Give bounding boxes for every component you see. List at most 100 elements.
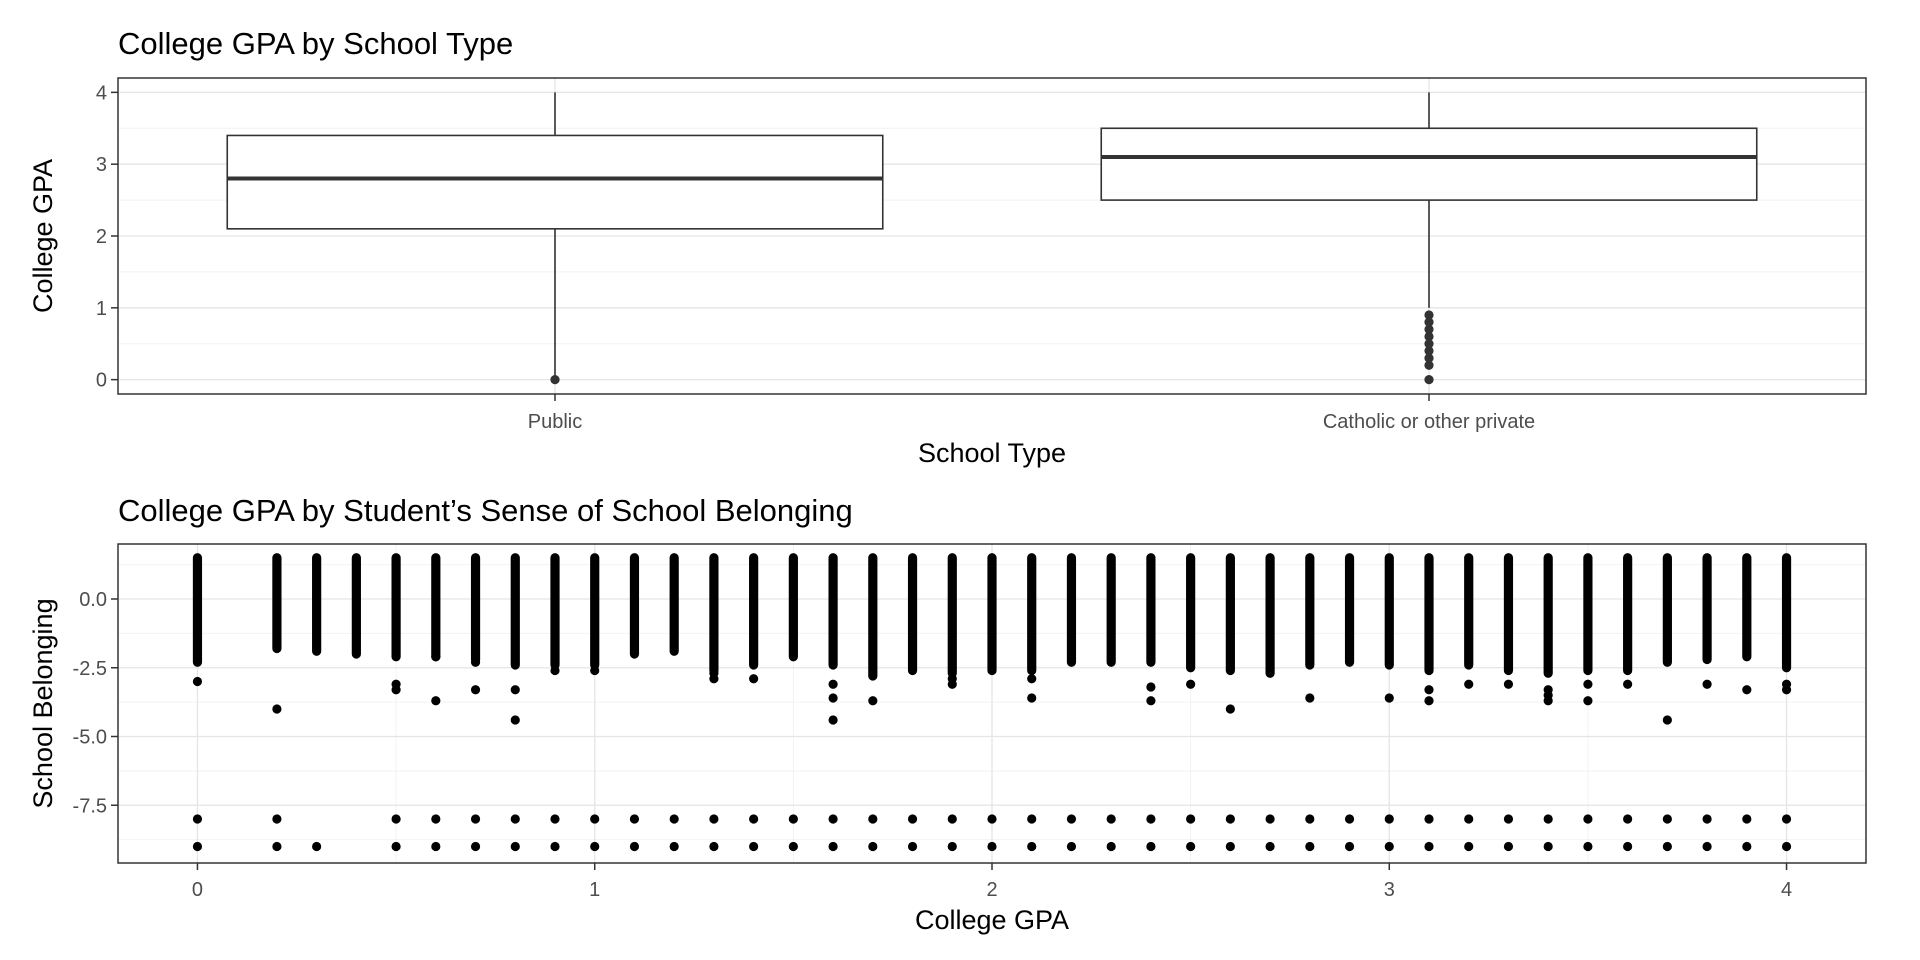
scatter-point — [868, 696, 878, 706]
scatter-point — [431, 814, 441, 824]
scatter-point — [470, 841, 481, 852]
scatter-point — [828, 814, 838, 824]
scatter-point — [470, 657, 481, 667]
boxplot-y-tick-label: 0 — [96, 370, 107, 392]
scatter-y-axis-title: School Belonging — [28, 598, 58, 808]
scatter-point — [1702, 679, 1712, 689]
boxplot-y-tick-label: 2 — [96, 226, 107, 248]
scatter-point — [1583, 679, 1593, 689]
scatter-point — [1623, 841, 1633, 852]
scatter-point — [1583, 841, 1593, 852]
scatter-point — [1146, 814, 1156, 824]
scatter-point — [1543, 841, 1553, 852]
scatter-point — [192, 841, 203, 852]
scatter-point — [828, 715, 838, 725]
scatter-panel: College GPA by Student’s Sense of School… — [28, 493, 1867, 935]
scatter-point — [431, 696, 441, 706]
scatter-point — [312, 841, 322, 852]
scatter-point — [1464, 814, 1474, 824]
scatter-point — [1583, 696, 1593, 706]
scatter-point — [1066, 814, 1077, 824]
scatter-point — [1344, 841, 1355, 852]
scatter-point — [510, 715, 520, 725]
scatter-point — [868, 814, 878, 824]
scatter-point — [1027, 841, 1037, 852]
scatter-point — [1781, 814, 1792, 824]
scatter-point — [1464, 841, 1474, 852]
scatter-point — [1424, 685, 1434, 695]
scatter-point — [590, 814, 600, 824]
scatter-point — [1305, 693, 1315, 703]
box-outlier-point — [1424, 360, 1434, 370]
scatter-point — [550, 814, 560, 824]
scatter-point — [272, 704, 282, 714]
scatter-point — [1464, 679, 1474, 689]
scatter-point — [709, 841, 719, 852]
box-outlier-point — [1424, 353, 1434, 363]
scatter-point — [1503, 814, 1514, 824]
scatter-point — [828, 679, 838, 689]
boxplot-y-tick-label: 3 — [96, 154, 107, 176]
boxplot-x-axis-title: School Type — [918, 438, 1066, 468]
scatter-point — [1424, 696, 1434, 706]
scatter-point — [550, 665, 560, 676]
box-iqr — [226, 134, 884, 230]
scatter-point — [391, 841, 401, 852]
scatter-point — [1265, 841, 1275, 852]
scatter-point — [1384, 841, 1394, 852]
scatter-point — [391, 685, 401, 695]
scatter-point — [1742, 685, 1752, 695]
box-outlier-point — [1424, 310, 1434, 320]
scatter-x-tick-label: 4 — [1781, 879, 1792, 901]
scatter-point — [1583, 814, 1593, 824]
scatter-point — [947, 841, 957, 852]
boxplot-y-tick-label: 1 — [96, 298, 107, 320]
scatter-point — [1662, 814, 1672, 824]
boxplot-ticks: 0 1 2 3 4 Public Catholic or other private — [96, 82, 1535, 433]
scatter-point — [1662, 715, 1672, 725]
scatter-point — [1225, 704, 1235, 714]
scatter-ticks: -7.5 -5.0 -2.5 0.0 0 1 2 3 4 — [73, 589, 1793, 901]
scatter-point — [1146, 682, 1156, 692]
scatter-point — [1225, 841, 1235, 852]
scatter-y-tick-label: 0.0 — [79, 589, 107, 611]
scatter-point — [1305, 814, 1315, 824]
scatter-point — [470, 814, 481, 824]
scatter-point — [1186, 841, 1196, 852]
scatter-point — [1781, 685, 1792, 695]
boxplot-title: College GPA by School Type — [118, 26, 513, 61]
scatter-point — [1742, 841, 1752, 852]
scatter-point — [1623, 814, 1633, 824]
scatter-x-tick-label: 0 — [192, 879, 203, 901]
scatter-point — [709, 674, 719, 684]
boxplot-y-tick-label: 4 — [96, 82, 107, 104]
scatter-point — [947, 814, 957, 824]
scatter-point — [749, 674, 759, 684]
box-outlier-point — [1424, 331, 1434, 342]
boxplot-x-tick-label: Catholic or other private — [1323, 411, 1535, 433]
scatter-point — [1503, 679, 1514, 689]
scatter-point — [828, 841, 838, 852]
scatter-point — [749, 841, 759, 852]
scatter-point — [788, 814, 798, 824]
box-outlier-point — [1424, 339, 1434, 349]
scatter-point — [907, 814, 918, 824]
scatter-point — [272, 814, 282, 824]
boxplot-x-tick-label: Public — [528, 411, 582, 433]
scatter-point — [1146, 696, 1156, 706]
scatter-point — [1225, 814, 1235, 824]
scatter-point — [1146, 841, 1156, 852]
scatter-point — [1027, 674, 1037, 684]
scatter-point — [470, 685, 481, 695]
box-outlier-point — [1424, 324, 1434, 334]
scatter-point — [272, 841, 282, 852]
scatter-x-axis-title: College GPA — [915, 905, 1069, 935]
scatter-point — [510, 814, 520, 824]
scatter-point — [987, 814, 997, 824]
scatter-point — [1106, 814, 1116, 824]
scatter-point — [1781, 841, 1792, 852]
scatter-x-tick-label: 3 — [1384, 879, 1395, 901]
scatter-point — [1543, 696, 1553, 706]
scatter-point — [550, 841, 560, 852]
